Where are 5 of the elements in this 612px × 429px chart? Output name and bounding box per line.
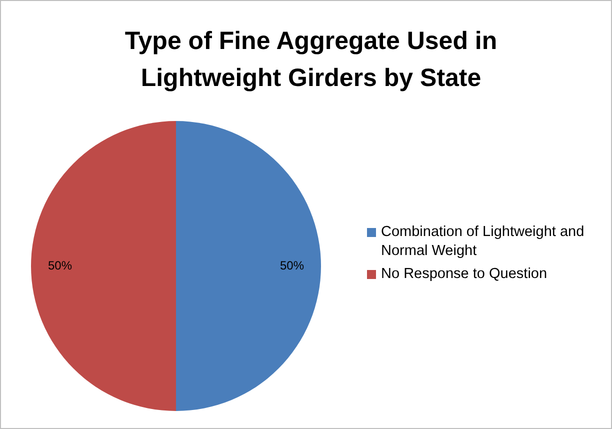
legend-label: Combination of Lightweight and Normal Weight [381, 223, 586, 261]
chart-title: Type of Fine Aggregate Used in Lightweight Girders by State [124, 26, 498, 94]
data-label: 50% [280, 258, 304, 272]
data-label: 50% [48, 258, 72, 272]
legend-label: No Response to Question [381, 265, 548, 284]
